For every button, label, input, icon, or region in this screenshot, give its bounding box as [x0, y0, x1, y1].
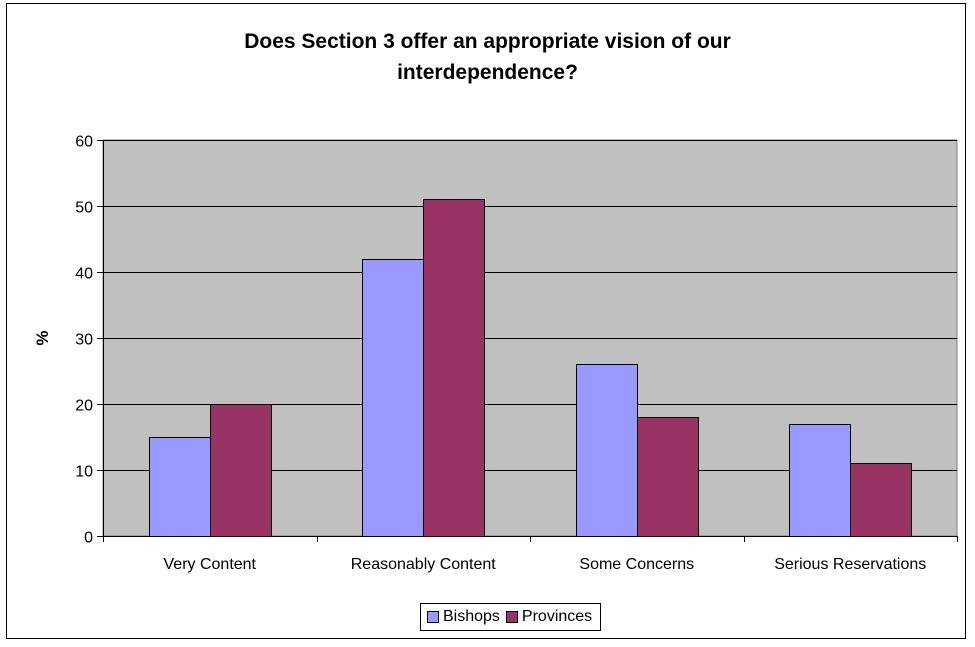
chart-title-line-2: interdependence? [397, 61, 578, 84]
y-tick-label-60: 60 [75, 134, 93, 151]
y-tick-label-0: 0 [84, 530, 93, 547]
bar-bishops-very-content [149, 437, 211, 537]
legend-item-bishops: Bishops [427, 608, 500, 626]
bar-provinces-very-content [210, 404, 272, 537]
y-tick-label-50: 50 [75, 200, 93, 217]
legend-swatch-provinces [505, 611, 518, 623]
axes [97, 140, 958, 542]
bar-provinces-some-concerns [637, 417, 699, 537]
y-axis-title: % [33, 330, 52, 345]
bar-provinces-serious-reservations [850, 463, 912, 537]
y-tick-label-30: 30 [75, 332, 93, 349]
x-tick-label-serious-reservations: Serious Reservations [774, 556, 926, 573]
legend-label-bishops: Bishops [443, 608, 500, 625]
bar-provinces-reasonably-content [423, 199, 485, 537]
y-tick-label-10: 10 [75, 464, 93, 481]
chart-title: Does Section 3 offer an appropriate visi… [0, 26, 975, 88]
y-tick-label-40: 40 [75, 266, 93, 283]
bar-bishops-serious-reservations [789, 424, 851, 537]
legend: Bishops Provinces [420, 603, 602, 631]
x-tick-label-some-concerns: Some Concerns [579, 556, 694, 573]
x-tick-label-very-content: Very Content [164, 556, 257, 573]
bar-bishops-reasonably-content [362, 259, 424, 537]
x-tick-label-reasonably-content: Reasonably Content [351, 556, 497, 573]
legend-label-provinces: Provinces [521, 608, 593, 625]
axis-labels: 0 10 20 30 40 50 60 Very Content Reasonably Cont… [75, 134, 926, 574]
y-tick-label-20: 20 [75, 398, 93, 415]
bars [149, 199, 912, 537]
legend-swatch-bishops [427, 611, 439, 623]
chart-title-line-1: Does Section 3 offer an appropriate visi… [244, 30, 731, 53]
legend-item-provinces: Provinces [505, 608, 593, 626]
bar-bishops-some-concerns [576, 364, 638, 537]
